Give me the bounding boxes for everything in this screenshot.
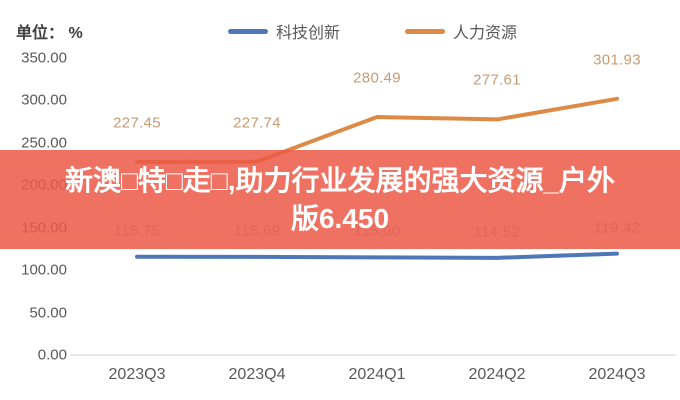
data-label-series1: 277.61	[473, 71, 521, 89]
x-tick-label: 2024Q2	[468, 366, 526, 383]
x-tick-label: 2023Q4	[228, 366, 286, 383]
legend-item-human-resources: 人力资源	[405, 22, 518, 42]
y-tick-label: 100.00	[21, 261, 67, 279]
legend-line-marker-orange	[405, 28, 445, 34]
legend-label: 科技创新	[276, 25, 341, 42]
unit-label: 单位： %	[16, 25, 83, 42]
data-label-series1: 227.45	[113, 114, 161, 132]
y-tick-label: 0.00	[37, 346, 67, 364]
title-banner-overlay: 新澳□特□走□,助力行业发展的强大资源_户外 版6.450	[0, 150, 680, 249]
legend-item-tech-innovation: 科技创新	[228, 22, 341, 42]
x-tick-label: 2023Q3	[108, 366, 166, 383]
x-tick-label: 2024Q1	[348, 366, 406, 383]
data-label-series1: 301.93	[593, 51, 641, 69]
y-tick-label: 50.00	[29, 304, 67, 322]
y-tick-label: 300.00	[21, 91, 67, 109]
data-label-series1: 280.49	[353, 69, 401, 87]
legend: 科技创新 人力资源	[0, 22, 680, 42]
legend-line-marker-blue	[228, 28, 268, 34]
data-label-series1: 227.74	[233, 114, 281, 132]
x-tick-label: 2024Q3	[588, 366, 646, 383]
banner-title-line2: 版6.450	[290, 202, 390, 234]
series-line-0	[135, 251, 619, 260]
y-tick-label: 250.00	[21, 134, 67, 152]
banner-title-line1: 新澳□特□走□,助力行业发展的强大资源_户外	[64, 164, 616, 196]
y-tick-label: 350.00	[21, 49, 67, 67]
legend-label: 人力资源	[453, 25, 518, 42]
